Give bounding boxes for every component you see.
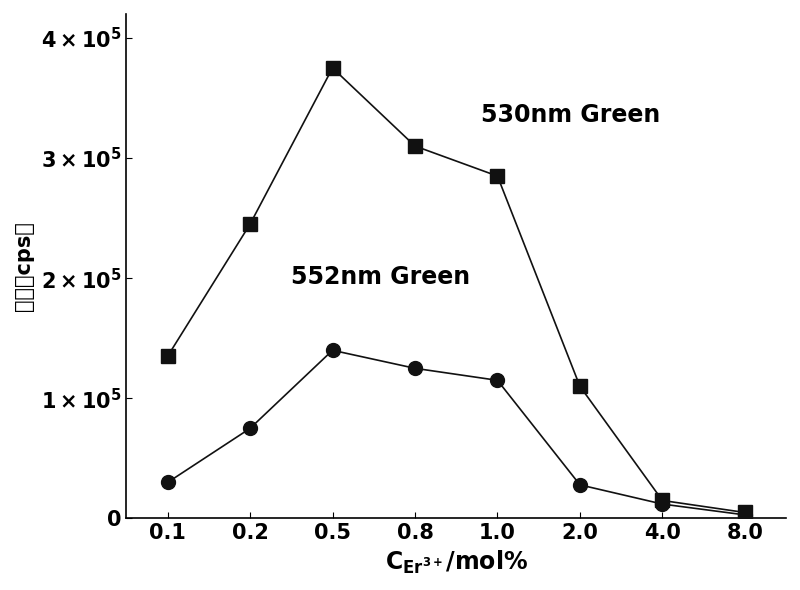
Text: 530nm Green: 530nm Green <box>481 103 660 127</box>
Text: 552nm Green: 552nm Green <box>291 266 470 289</box>
X-axis label: $\mathbf{C_{Er^{3+}}/mol\%}$: $\mathbf{C_{Er^{3+}}/mol\%}$ <box>385 549 528 576</box>
Y-axis label: 强度（cps）: 强度（cps） <box>14 221 34 311</box>
